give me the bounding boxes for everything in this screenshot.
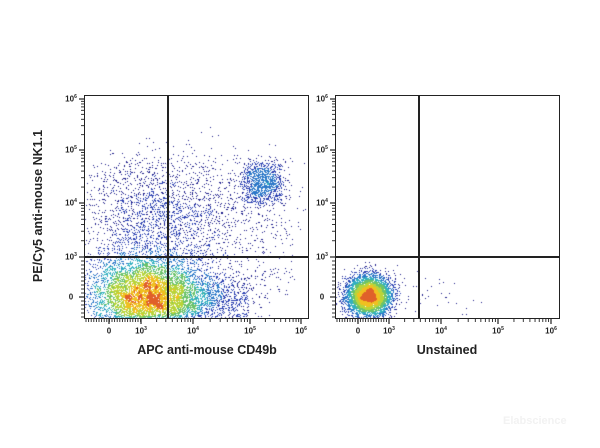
y-tick-label: 0 — [68, 292, 74, 302]
x-tick-label: 105 — [492, 325, 504, 336]
x-tick-label: 103 — [135, 325, 147, 336]
y-tick-label: 105 — [316, 144, 328, 155]
unstained-scatter-canvas — [335, 95, 560, 319]
stained-x-axis-title: APC anti-mouse CD49b — [137, 343, 277, 357]
y-axis-title: PE/Cy5 anti-mouse NK1.1 — [31, 129, 45, 283]
y-tick-label: 104 — [65, 197, 77, 208]
unstained-x-axis-title: Unstained — [416, 343, 478, 357]
stained-gate-vertical — [167, 95, 169, 319]
stained-gate-horizontal — [84, 256, 309, 258]
x-tick-label: 106 — [545, 325, 557, 336]
y-tick-label: 105 — [65, 144, 77, 155]
unstained-gate-vertical — [418, 95, 420, 319]
x-tick-label: 0 — [106, 326, 112, 336]
stained-scatter-canvas — [84, 95, 309, 319]
unstained-plot-frame — [335, 95, 560, 319]
x-tick-label: 104 — [435, 325, 447, 336]
unstained-gate-horizontal — [335, 256, 560, 258]
y-tick-label: 103 — [316, 251, 328, 262]
x-tick-label: 0 — [355, 326, 361, 336]
x-tick-label: 105 — [244, 325, 256, 336]
y-tick-label: 104 — [316, 197, 328, 208]
x-tick-label: 106 — [295, 325, 307, 336]
watermark: Elabscience — [503, 415, 567, 427]
x-tick-label: 103 — [383, 325, 395, 336]
x-tick-label: 104 — [187, 325, 199, 336]
y-tick-label: 0 — [319, 292, 325, 302]
y-tick-label: 103 — [65, 251, 77, 262]
y-tick-label: 106 — [65, 93, 77, 104]
stained-plot-frame — [84, 95, 309, 319]
y-tick-label: 106 — [316, 93, 328, 104]
